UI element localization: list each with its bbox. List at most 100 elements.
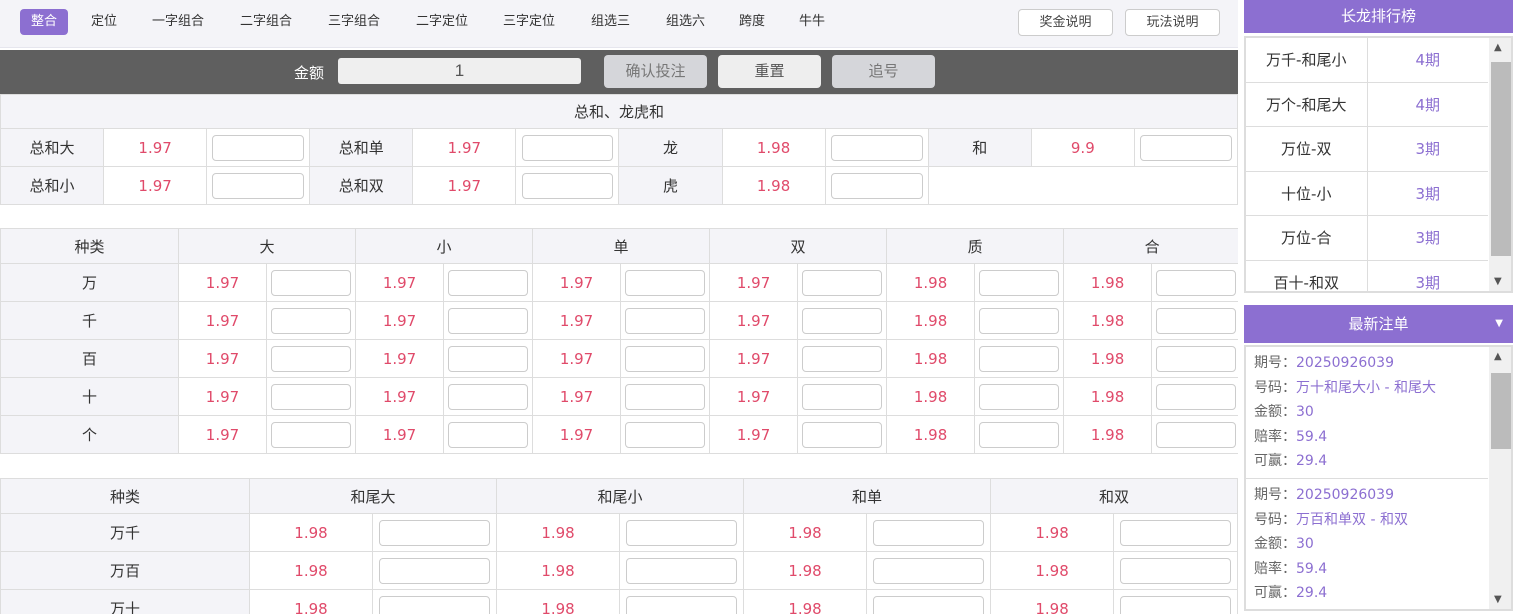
- bet-amount-input[interactable]: [1156, 421, 1236, 448]
- latest-orders-header[interactable]: 最新注单 ▼: [1244, 305, 1513, 343]
- bet-amount-input[interactable]: [521, 134, 614, 161]
- scroll-down-icon[interactable]: ▼: [1494, 276, 1502, 287]
- bet-amount-input[interactable]: [271, 421, 351, 448]
- tab-4[interactable]: 三字组合: [328, 14, 381, 29]
- bet-amount-input[interactable]: [979, 421, 1059, 448]
- amount-input[interactable]: [338, 58, 581, 84]
- bet-amount-input[interactable]: [802, 421, 882, 448]
- odds: 1.98: [886, 377, 976, 416]
- table-row: 万百 1.98 1.98 1.98 1.98: [0, 551, 1238, 590]
- bet-amount-input[interactable]: [873, 557, 984, 584]
- longdragon-name: 万位-合: [1246, 216, 1368, 260]
- bet-amount-input[interactable]: [521, 172, 614, 199]
- tab-5[interactable]: 二字定位: [416, 14, 469, 29]
- bet-amount-input[interactable]: [873, 519, 984, 546]
- bet-amount-input[interactable]: [1156, 345, 1236, 372]
- bet-amount-input[interactable]: [448, 345, 528, 372]
- tab-2[interactable]: 一字组合: [152, 14, 205, 29]
- confirm-bet-button[interactable]: 确认投注: [604, 55, 707, 88]
- column-header: 和单: [743, 478, 992, 514]
- table-row: 万十 1.98 1.98 1.98 1.98: [0, 589, 1238, 614]
- scroll-thumb[interactable]: [1491, 373, 1511, 449]
- tab-8[interactable]: 组选六: [666, 14, 706, 29]
- order-odds: 59.4: [1296, 428, 1328, 445]
- bet-amount-input[interactable]: [802, 345, 882, 372]
- bet-amount-input[interactable]: [1120, 595, 1231, 614]
- scroll-up-icon[interactable]: ▲: [1494, 351, 1502, 362]
- bet-amount-input[interactable]: [379, 557, 490, 584]
- bet-amount-input[interactable]: [802, 307, 882, 334]
- scroll-thumb[interactable]: [1491, 62, 1511, 256]
- bet-amount-input[interactable]: [830, 172, 923, 199]
- bet-amount-input[interactable]: [271, 345, 351, 372]
- bet-amount-input[interactable]: [212, 172, 305, 199]
- reset-button[interactable]: 重置: [718, 55, 821, 88]
- bet-amount-input[interactable]: [448, 383, 528, 410]
- bet-amount-input[interactable]: [1139, 134, 1232, 161]
- caret-down-icon[interactable]: ▼: [1495, 318, 1503, 329]
- odds: 1.97: [178, 263, 267, 302]
- main-panel: 整合 定位 一字组合 二字组合 三字组合 二字定位 三字定位 组选三 组选六 跨度 牛牛 奖金说明 玩法…: [0, 0, 1238, 614]
- bet-amount-input[interactable]: [625, 269, 705, 296]
- scroll-up-icon[interactable]: ▲: [1494, 42, 1502, 53]
- tab-0[interactable]: 整合: [20, 9, 69, 35]
- tab-6[interactable]: 三字定位: [503, 14, 556, 29]
- bet-amount-input[interactable]: [212, 134, 305, 161]
- chase-button[interactable]: 追号: [832, 55, 935, 88]
- bet-amount-input[interactable]: [873, 595, 984, 614]
- bet-amount-input[interactable]: [448, 269, 528, 296]
- order-win-label: 可赢：: [1254, 453, 1296, 470]
- scroll-down-icon[interactable]: ▼: [1494, 594, 1502, 605]
- sum-dragon-tiger-table: 总和、龙虎和 总和大 1.97 总和单 1.97 龙 1.98 和 9.9 总和小 1.97 总和双 1…: [0, 94, 1238, 205]
- position-name: 十: [0, 377, 179, 416]
- bet-amount-input[interactable]: [448, 307, 528, 334]
- odds: 1.98: [249, 589, 373, 614]
- bonus-info-button[interactable]: 奖金说明: [1018, 9, 1113, 36]
- bet-amount-input[interactable]: [626, 519, 737, 546]
- bet-amount-input[interactable]: [625, 345, 705, 372]
- bet-amount-input[interactable]: [379, 519, 490, 546]
- bet-amount-input[interactable]: [802, 383, 882, 410]
- rules-info-button[interactable]: 玩法说明: [1125, 9, 1220, 36]
- sidebar: 长龙排行榜 万千-和尾小 4期 万个-和尾大 4期 万位-双 3期 十位-小 3期 万位-合 3期…: [1244, 0, 1513, 614]
- bet-amount-input[interactable]: [1156, 307, 1236, 334]
- bet-amount-input[interactable]: [271, 307, 351, 334]
- bet-amount-input[interactable]: [830, 134, 923, 161]
- bet-amount-input[interactable]: [979, 383, 1059, 410]
- scrollbar[interactable]: ▲ ▼: [1489, 38, 1511, 291]
- position-name: 个: [0, 415, 179, 454]
- column-header: 大: [177, 228, 357, 264]
- table-row: 个 1.97 1.97 1.97 1.97 1.98 1.98: [0, 415, 1238, 454]
- bet-amount-input[interactable]: [979, 269, 1059, 296]
- tab-7[interactable]: 组选三: [591, 14, 631, 29]
- bet-amount-input[interactable]: [626, 595, 737, 614]
- bet-amount-input[interactable]: [271, 383, 351, 410]
- bet-amount-input[interactable]: [1156, 383, 1236, 410]
- bet-amount-input[interactable]: [625, 383, 705, 410]
- column-header: 和双: [990, 478, 1238, 514]
- tab-10[interactable]: 牛牛: [799, 14, 826, 29]
- bet-amount-input[interactable]: [802, 269, 882, 296]
- bet-amount-input[interactable]: [1156, 269, 1236, 296]
- tab-1[interactable]: 定位: [91, 14, 118, 29]
- bet-amount-input[interactable]: [1120, 519, 1231, 546]
- bet-amount-input[interactable]: [979, 307, 1059, 334]
- odds: 1.98: [249, 551, 373, 590]
- bet-amount-input[interactable]: [271, 269, 351, 296]
- bet-amount-input[interactable]: [448, 421, 528, 448]
- bet-amount-input[interactable]: [625, 307, 705, 334]
- order-win: 29.4: [1296, 585, 1328, 602]
- bet-amount-input[interactable]: [626, 557, 737, 584]
- odds: 1.97: [178, 415, 267, 454]
- play-type-nav: 整合 定位 一字组合 二字组合 三字组合 二字定位 三字定位 组选三 组选六 跨度 牛牛 奖金说明 玩法…: [0, 0, 1238, 48]
- scrollbar[interactable]: ▲ ▼: [1489, 347, 1511, 609]
- bet-amount-input[interactable]: [1120, 557, 1231, 584]
- bet-amount-input[interactable]: [625, 421, 705, 448]
- table-row: 总和小 1.97 总和双 1.97 虎 1.98: [0, 166, 1238, 205]
- bet-amount-input[interactable]: [379, 595, 490, 614]
- bet-amount-input[interactable]: [979, 345, 1059, 372]
- tab-9[interactable]: 跨度: [739, 14, 766, 29]
- longdragon-name: 万位-双: [1246, 127, 1368, 171]
- tab-3[interactable]: 二字组合: [240, 14, 293, 29]
- table-row: 十 1.97 1.97 1.97 1.97 1.98 1.98: [0, 377, 1238, 416]
